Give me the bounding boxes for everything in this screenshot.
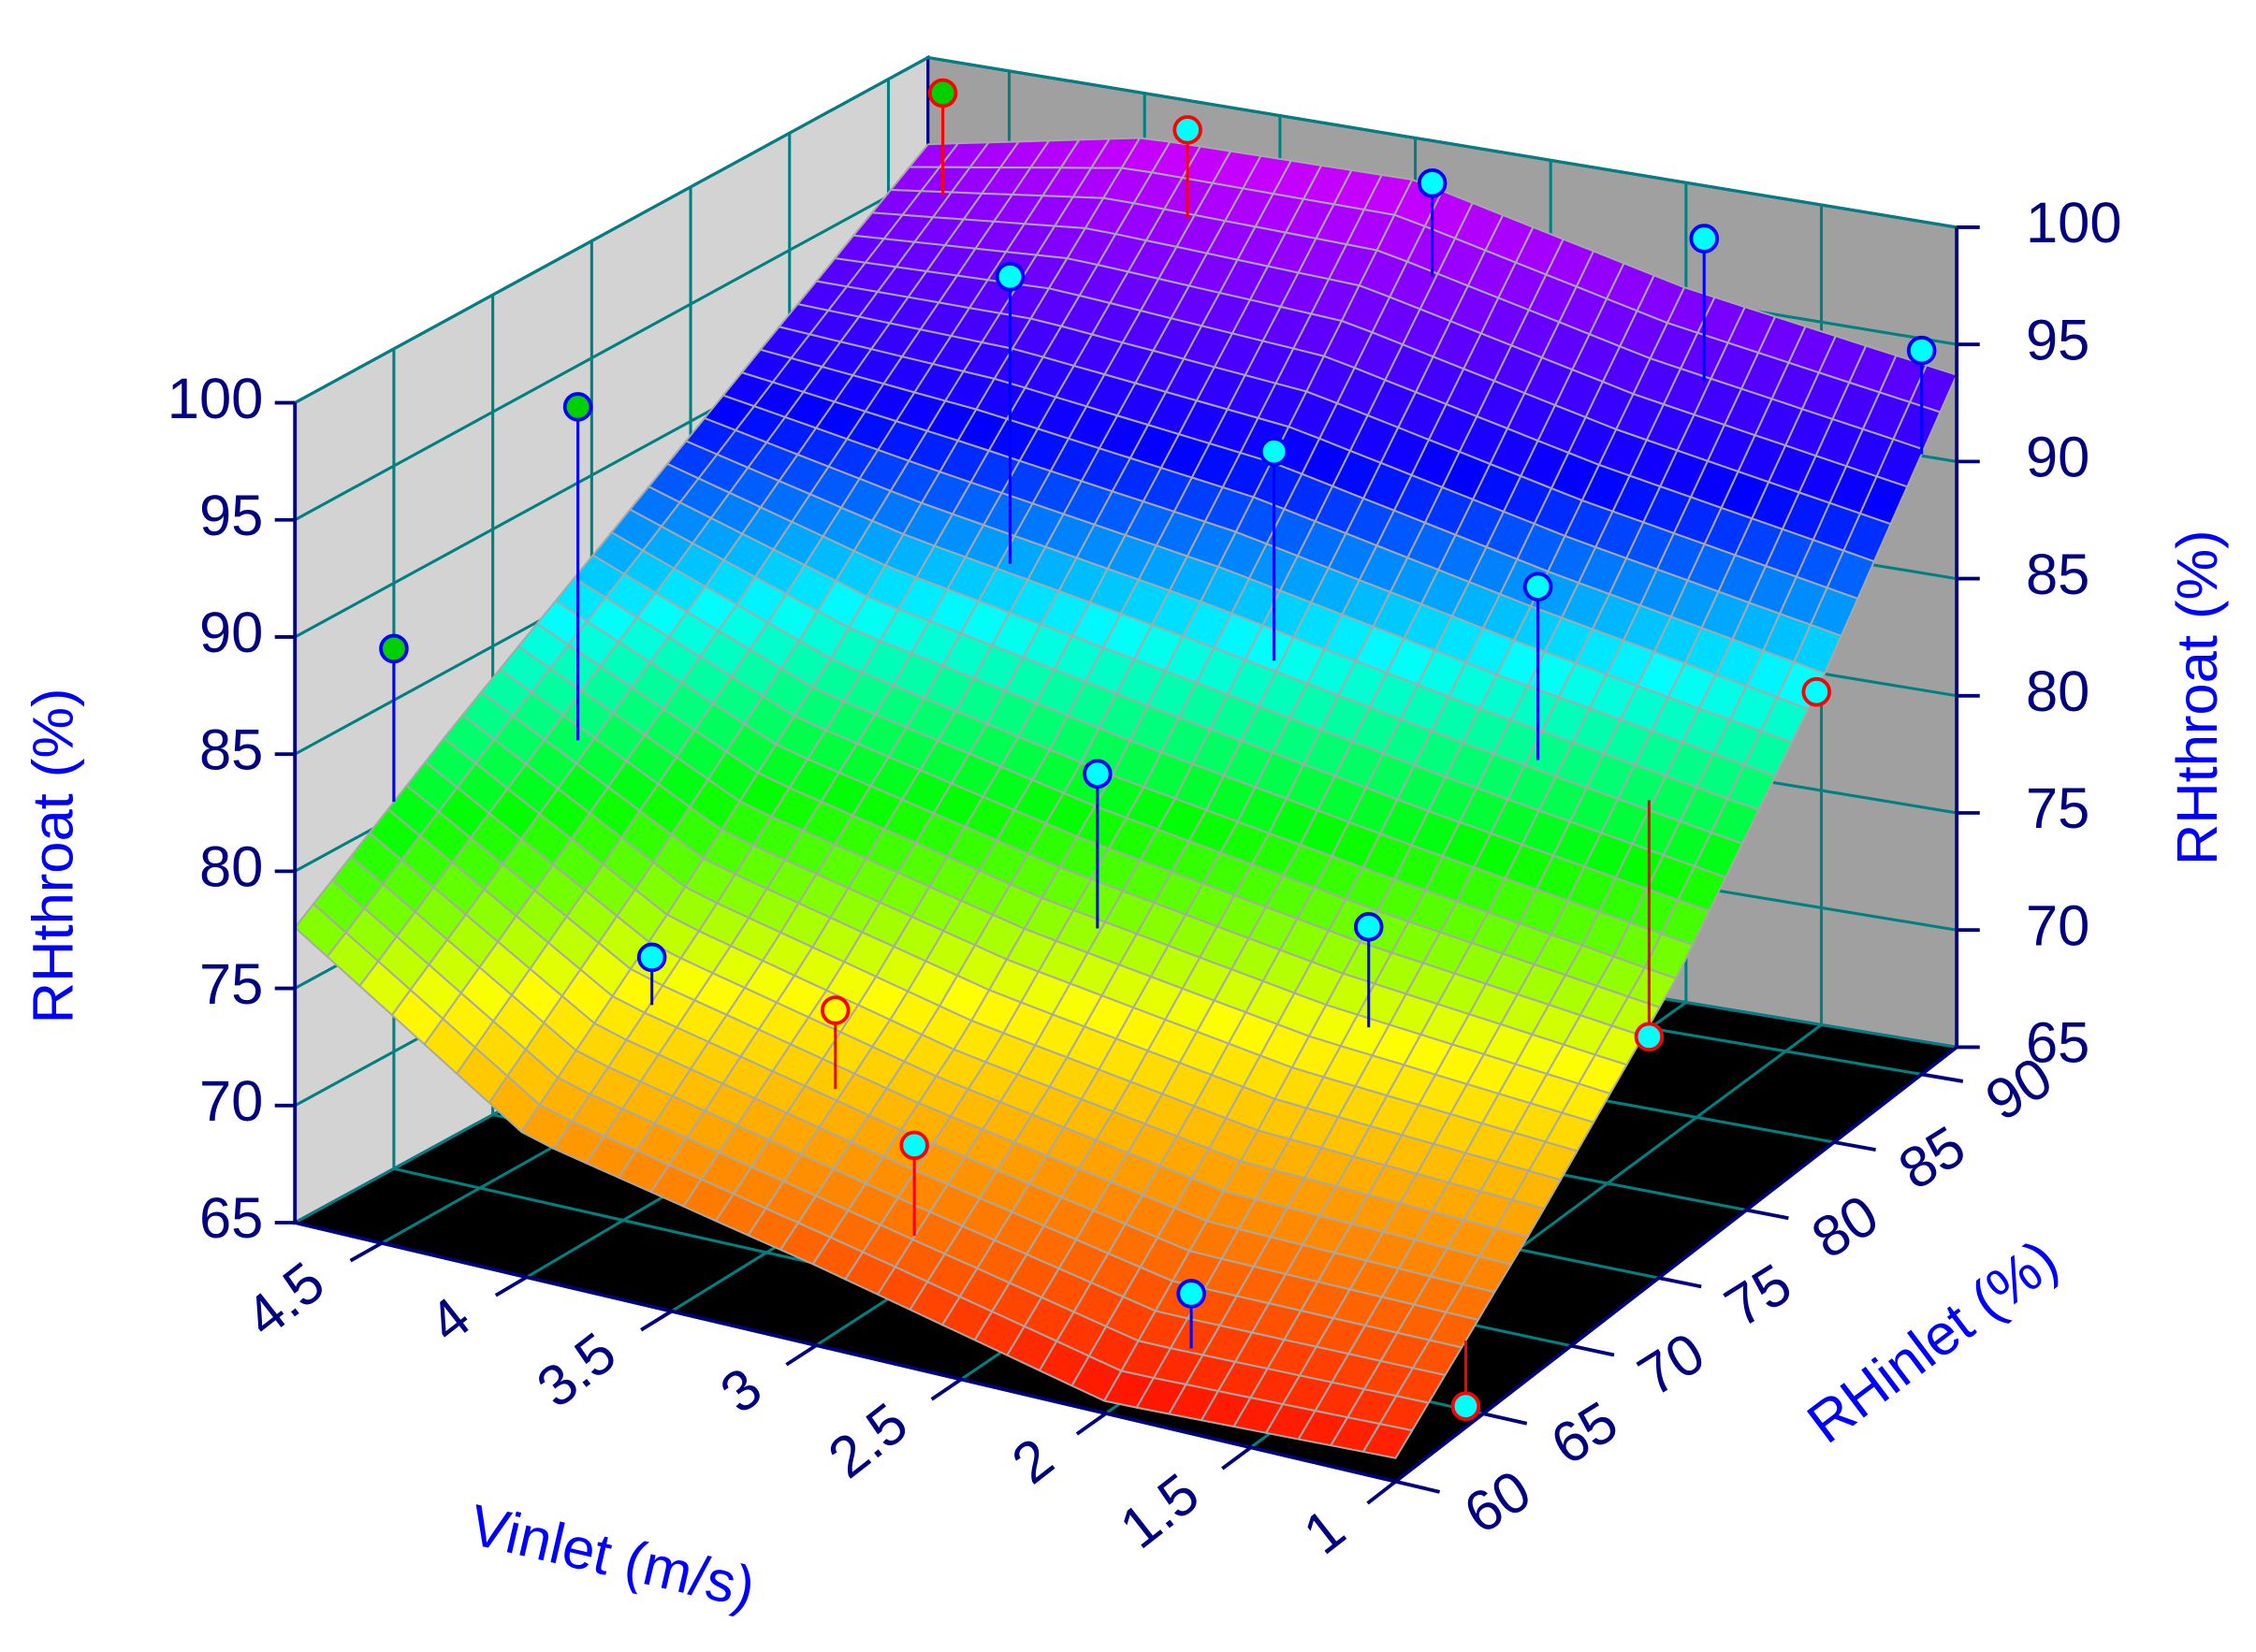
z-tick-label: 70 bbox=[199, 1069, 263, 1134]
z-tick-label: 75 bbox=[2026, 776, 2089, 841]
x-tick-label: 4.5 bbox=[234, 1250, 337, 1350]
data-point bbox=[1353, 911, 1384, 942]
x-tick-label: 2.5 bbox=[817, 1391, 920, 1491]
z-axis-title: RHthroat (%) bbox=[22, 688, 86, 1023]
z-tick-label: 65 bbox=[199, 1186, 263, 1251]
y-tick bbox=[1745, 1208, 1789, 1221]
x-tick-label: 2 bbox=[1000, 1426, 1065, 1496]
y-tick bbox=[1570, 1343, 1615, 1357]
y-tick bbox=[1921, 1072, 1964, 1083]
data-point bbox=[1634, 1022, 1665, 1052]
x-tick bbox=[930, 1377, 963, 1401]
x-tick bbox=[494, 1275, 528, 1297]
data-point bbox=[995, 261, 1026, 292]
x-tick bbox=[1075, 1412, 1108, 1436]
data-point bbox=[1172, 115, 1202, 145]
z-tick-label: 100 bbox=[2026, 191, 2122, 255]
surface-cell bbox=[1361, 1423, 1414, 1459]
wall-grid-line bbox=[294, 55, 1958, 404]
x-tick-label: 1.5 bbox=[1109, 1461, 1212, 1561]
y-tick bbox=[1833, 1140, 1876, 1152]
data-point bbox=[379, 633, 409, 664]
x-tick-label: 3.5 bbox=[525, 1320, 628, 1420]
x-tick bbox=[1366, 1480, 1397, 1505]
data-point bbox=[1450, 1391, 1481, 1421]
z-tick-label: 80 bbox=[2026, 659, 2089, 724]
data-point bbox=[1176, 1279, 1206, 1309]
data-point bbox=[1906, 335, 1937, 366]
data-point bbox=[927, 78, 958, 109]
x-tick bbox=[640, 1310, 673, 1332]
z-tick-label: 90 bbox=[199, 601, 263, 665]
y-tick-label: 75 bbox=[1714, 1252, 1803, 1340]
z-tick-label: 85 bbox=[199, 717, 263, 782]
z-tick-label: 65 bbox=[2026, 1011, 2089, 1076]
y-tick bbox=[1658, 1276, 1702, 1289]
z-axis-title: RHthroat (%) bbox=[2165, 529, 2230, 865]
data-point bbox=[899, 1130, 929, 1161]
x-tick bbox=[1221, 1445, 1252, 1471]
surface bbox=[294, 137, 1958, 1459]
z-tick-label: 95 bbox=[199, 484, 263, 548]
x-tick bbox=[349, 1241, 384, 1263]
data-point bbox=[1522, 572, 1553, 601]
x-tick-label: 3 bbox=[709, 1355, 774, 1426]
z-tick-label: 85 bbox=[2026, 543, 2089, 607]
y-tick-label: 60 bbox=[1453, 1458, 1542, 1547]
data-point bbox=[1801, 676, 1832, 707]
x-tick bbox=[785, 1343, 818, 1367]
x-tick-label: 4 bbox=[417, 1285, 482, 1355]
y-tick-label: 70 bbox=[1627, 1320, 1716, 1409]
y-tick-label: 85 bbox=[1888, 1114, 1977, 1203]
y-tick-label: 65 bbox=[1540, 1389, 1629, 1478]
data-point bbox=[636, 942, 667, 973]
y-axis bbox=[1394, 1045, 1958, 1484]
x-axis bbox=[294, 1221, 1396, 1484]
z-tick-label: 100 bbox=[167, 367, 264, 431]
x-tick-label: 1 bbox=[1292, 1497, 1357, 1567]
z-tick-label: 80 bbox=[199, 835, 263, 900]
data-point bbox=[1083, 759, 1113, 789]
z-tick-label: 75 bbox=[199, 952, 263, 1017]
data-point bbox=[1689, 224, 1719, 254]
z-tick-label: 90 bbox=[2026, 426, 2089, 490]
z-tick-label: 95 bbox=[2026, 308, 2089, 372]
y-tick-label: 80 bbox=[1801, 1182, 1890, 1271]
points bbox=[379, 78, 1937, 1421]
y-tick bbox=[1482, 1412, 1528, 1426]
data-point bbox=[1259, 436, 1289, 467]
x-axis-title: Vinlet (m/s) bbox=[464, 1493, 761, 1621]
z-tick-label: 70 bbox=[2026, 893, 2089, 958]
data-point bbox=[562, 392, 593, 422]
y-tick bbox=[1395, 1479, 1440, 1494]
data-point bbox=[1417, 167, 1448, 198]
data-point bbox=[821, 995, 851, 1025]
